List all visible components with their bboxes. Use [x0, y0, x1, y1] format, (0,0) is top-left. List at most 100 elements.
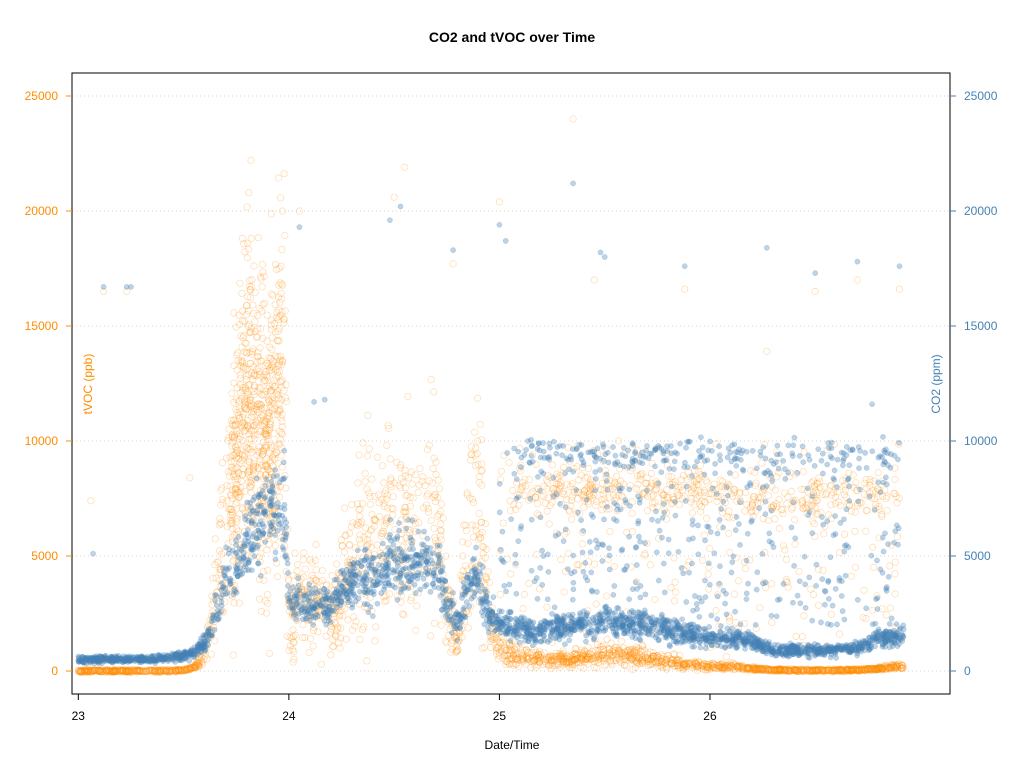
tvoc-point	[478, 528, 486, 537]
tvoc-point	[799, 667, 808, 675]
tvoc-point	[399, 526, 408, 534]
tvoc-point	[261, 442, 269, 450]
tvoc-point	[327, 651, 335, 659]
tvoc-point	[492, 646, 500, 655]
tvoc-point	[321, 594, 329, 602]
co2-point	[454, 637, 461, 644]
tvoc-point	[670, 554, 678, 562]
tvoc-point	[770, 665, 779, 674]
tvoc-point	[774, 665, 783, 674]
tvoc-point	[530, 658, 538, 666]
tvoc-point	[489, 617, 497, 625]
tvoc-point	[525, 579, 533, 588]
tvoc-point	[773, 666, 782, 674]
tvoc-point	[278, 444, 286, 452]
tvoc-point	[850, 666, 858, 674]
tvoc-point	[810, 667, 818, 675]
co2-point	[742, 645, 748, 652]
tvoc-point	[795, 667, 803, 675]
tvoc-point	[122, 667, 131, 676]
tvoc-point	[334, 639, 343, 647]
tvoc-point	[594, 651, 602, 659]
tvoc-point	[886, 664, 895, 673]
tvoc-point	[499, 519, 507, 527]
tvoc-point	[318, 567, 326, 575]
tvoc-point	[472, 522, 480, 530]
tvoc-point	[250, 387, 258, 395]
tvoc-point	[298, 633, 307, 642]
tvoc-point	[609, 646, 618, 654]
tvoc-point	[259, 496, 268, 505]
tvoc-point	[870, 664, 878, 673]
tvoc-point	[752, 664, 760, 673]
tvoc-point	[305, 648, 313, 657]
tvoc-point	[607, 659, 615, 667]
tvoc-point	[468, 562, 476, 570]
tvoc-point	[644, 657, 653, 666]
tvoc-point	[160, 667, 168, 675]
tvoc-point	[263, 463, 271, 471]
tvoc-point	[578, 540, 587, 548]
tvoc-point	[487, 634, 495, 643]
tvoc-point	[828, 665, 836, 673]
tvoc-point	[314, 628, 322, 636]
tvoc-point	[832, 666, 840, 674]
tvoc-point	[247, 234, 255, 243]
tvoc-point	[858, 666, 866, 674]
tvoc-point	[472, 444, 480, 452]
tvoc-point	[567, 660, 576, 669]
tvoc-point	[408, 480, 416, 488]
tvoc-point	[389, 511, 397, 519]
tvoc-point	[860, 664, 869, 673]
tvoc-point	[761, 666, 770, 674]
tvoc-point	[80, 666, 89, 675]
tvoc-point	[862, 527, 870, 535]
tvoc-point	[158, 665, 166, 674]
tvoc-point	[543, 656, 551, 664]
tvoc-point	[748, 664, 756, 673]
tvoc-point	[791, 665, 799, 674]
tvoc-point	[256, 344, 264, 352]
tvoc-point	[280, 170, 288, 178]
tvoc-point	[502, 646, 510, 654]
tvoc-point	[854, 666, 863, 675]
tvoc-point	[207, 625, 215, 633]
tvoc-point	[370, 492, 379, 500]
tvoc-point	[701, 662, 709, 671]
tvoc-point	[570, 650, 579, 658]
tvoc-point	[534, 650, 542, 658]
tvoc-point	[882, 664, 890, 672]
tvoc-point	[405, 538, 413, 546]
tvoc-point	[282, 552, 290, 560]
tvoc-point	[423, 492, 431, 500]
tvoc-point	[884, 664, 892, 672]
tvoc-point	[341, 605, 349, 613]
tvoc-point	[521, 646, 529, 655]
tvoc-point	[779, 541, 788, 550]
tvoc-point	[726, 662, 734, 671]
tvoc-point	[282, 484, 290, 492]
tvoc-point	[281, 529, 289, 537]
tvoc-point	[817, 666, 826, 675]
tvoc-point	[329, 642, 337, 650]
tvoc-point	[675, 656, 683, 664]
tvoc-point	[146, 667, 154, 675]
tvoc-point	[356, 512, 364, 520]
tvoc-point	[868, 543, 877, 551]
tvoc-point	[647, 469, 656, 478]
tvoc-point	[850, 665, 858, 674]
tvoc-point	[497, 645, 505, 653]
tvoc-point	[236, 279, 244, 287]
tvoc-point	[407, 468, 415, 476]
tvoc-point	[741, 565, 750, 573]
tvoc-point	[606, 527, 614, 536]
tvoc-point	[790, 516, 799, 524]
tvoc-point	[644, 661, 652, 670]
tvoc-point	[508, 655, 516, 663]
tvoc-point	[895, 285, 904, 293]
tvoc-point	[290, 655, 298, 663]
tvoc-point	[562, 659, 571, 667]
tvoc-point	[840, 530, 849, 539]
tvoc-point	[760, 664, 768, 673]
tvoc-point	[88, 666, 96, 675]
